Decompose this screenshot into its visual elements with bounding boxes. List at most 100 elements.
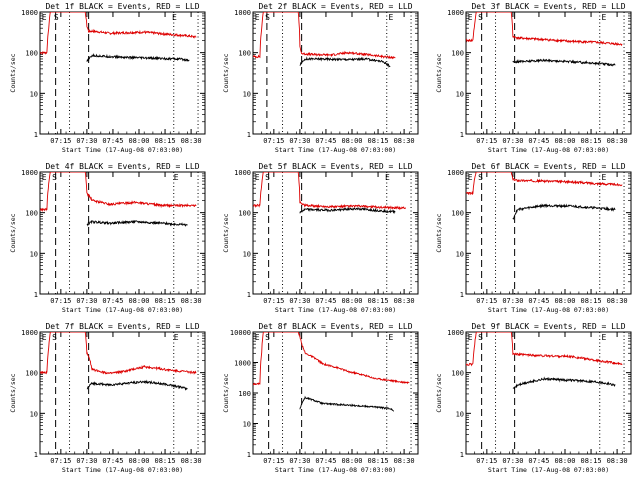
y-tick-label: 100	[25, 370, 38, 378]
y-tick-label: 100	[25, 210, 38, 218]
plot-frame	[252, 171, 419, 295]
panel-2: Det 2f BLACK = Events, RED = LLD 1 10 100 10…	[222, 2, 419, 154]
chart-title: Det 4f BLACK = Events, RED = LLD	[45, 162, 199, 171]
panel-3: Det 3f BLACK = Events, RED = LLD 1 10 100 10…	[435, 2, 632, 154]
y-axis-label: Counts/sec	[222, 213, 230, 252]
x-axis-label: Start Time (17-Aug-08 07:03:00)	[275, 466, 396, 474]
x-tick-label: 07:45	[102, 457, 123, 465]
y-tick-label: 100	[238, 390, 251, 398]
x-tick-label: 07:15	[263, 457, 284, 465]
plot-frame	[39, 331, 206, 455]
x-tick-label: 07:45	[315, 137, 336, 145]
x-axis-label: Start Time (17-Aug-08 07:03:00)	[275, 146, 396, 154]
x-axis-label: Start Time (17-Aug-08 07:03:00)	[62, 466, 183, 474]
x-tick-label: 07:15	[50, 137, 71, 145]
x-axis-label: Start Time (17-Aug-08 07:03:00)	[275, 306, 396, 314]
x-tick-label: 08:30	[607, 457, 628, 465]
chart-title: Det 6f BLACK = Events, RED = LLD	[471, 162, 625, 171]
marker-label-e: E	[468, 173, 473, 182]
y-tick-label: 10	[456, 90, 464, 98]
panel-9: Det 9f BLACK = Events, RED = LLD 1 10 100 10…	[435, 322, 632, 474]
chart-title: Det 1f BLACK = Events, RED = LLD	[45, 2, 199, 11]
x-tick-label: 07:30	[502, 457, 523, 465]
x-tick-label: 08:00	[554, 457, 575, 465]
x-tick-label: 08:00	[128, 137, 149, 145]
panel-7: Det 7f BLACK = Events, RED = LLD 1 10 100 10…	[9, 322, 206, 474]
chart-title: Det 3f BLACK = Events, RED = LLD	[471, 2, 625, 11]
y-tick-label: 1	[34, 451, 38, 459]
y-tick-label: 10	[30, 250, 38, 258]
x-tick-label: 08:30	[607, 297, 628, 305]
marker-label-s: S	[478, 173, 483, 182]
lld-series-line	[40, 332, 197, 375]
events-series-line	[299, 56, 391, 68]
x-tick-label: 08:30	[394, 137, 415, 145]
events-series-line	[299, 206, 396, 215]
x-tick-label: 08:15	[581, 137, 602, 145]
y-tick-label: 10	[30, 90, 38, 98]
y-tick-label: 1000	[447, 329, 464, 337]
x-tick-label: 08:30	[181, 297, 202, 305]
marker-label-s: S	[52, 173, 57, 182]
x-tick-label: 08:15	[155, 457, 176, 465]
marker-label-e: E	[601, 333, 606, 342]
y-tick-label: 10	[30, 410, 38, 418]
panel-4: Det 4f BLACK = Events, RED = LLD 1 10 100 10…	[9, 162, 206, 314]
y-tick-label: 1	[34, 291, 38, 299]
x-axis-label: Start Time (17-Aug-08 07:03:00)	[488, 306, 609, 314]
y-tick-label: 1000	[234, 9, 251, 17]
marker-label-s: S	[478, 13, 483, 22]
x-tick-label: 07:30	[502, 137, 523, 145]
y-tick-label: 1	[460, 131, 464, 139]
x-tick-label: 08:15	[368, 137, 389, 145]
y-tick-label: 10000	[230, 329, 251, 337]
x-tick-label: 07:30	[76, 297, 97, 305]
x-tick-label: 08:15	[368, 297, 389, 305]
plot-frame	[465, 11, 632, 135]
marker-label-e: E	[174, 173, 179, 182]
x-tick-label: 07:45	[528, 457, 549, 465]
events-series-line	[86, 52, 190, 62]
plot-frame	[465, 171, 632, 295]
chart-title: Det 7f BLACK = Events, RED = LLD	[45, 322, 199, 331]
y-tick-label: 100	[238, 50, 251, 58]
marker-label-s: S	[265, 333, 270, 342]
y-axis-label: Counts/sec	[222, 53, 230, 92]
y-tick-label: 10	[456, 410, 464, 418]
lld-series-line	[253, 332, 410, 386]
x-tick-label: 07:45	[528, 297, 549, 305]
y-axis-label: Counts/sec	[222, 373, 230, 412]
x-tick-label: 08:15	[368, 457, 389, 465]
lld-series-line	[40, 172, 197, 213]
x-tick-label: 08:00	[554, 297, 575, 305]
y-axis-label: Counts/sec	[9, 373, 17, 412]
y-tick-label: 100	[238, 210, 251, 218]
events-series-line	[86, 219, 188, 227]
y-axis-label: Counts/sec	[435, 373, 443, 412]
panel-8: Det 8f BLACK = Events, RED = LLD 1 10 100 10…	[222, 322, 419, 474]
plot-frame	[465, 331, 632, 455]
y-tick-label: 1000	[234, 169, 251, 177]
x-tick-label: 08:15	[155, 137, 176, 145]
x-tick-label: 07:45	[102, 137, 123, 145]
chart-title: Det 8f BLACK = Events, RED = LLD	[258, 322, 412, 331]
y-axis-label: Counts/sec	[435, 213, 443, 252]
y-tick-label: 100	[25, 50, 38, 58]
marker-label-s: S	[265, 173, 270, 182]
x-tick-label: 08:00	[341, 457, 362, 465]
y-tick-label: 1000	[447, 9, 464, 17]
y-tick-label: 1	[34, 131, 38, 139]
marker-label-e: E	[601, 173, 606, 182]
x-tick-label: 07:45	[102, 297, 123, 305]
x-axis-label: Start Time (17-Aug-08 07:03:00)	[62, 306, 183, 314]
y-tick-label: 1	[247, 451, 251, 459]
x-tick-label: 07:30	[76, 137, 97, 145]
marker-label-e: E	[385, 173, 390, 182]
y-tick-label: 100	[451, 210, 464, 218]
y-axis-label: Counts/sec	[9, 213, 17, 252]
y-tick-label: 1000	[447, 169, 464, 177]
marker-label-e: E	[255, 333, 260, 342]
x-tick-label: 07:30	[289, 137, 310, 145]
x-axis-label: Start Time (17-Aug-08 07:03:00)	[62, 146, 183, 154]
x-tick-label: 07:15	[50, 457, 71, 465]
